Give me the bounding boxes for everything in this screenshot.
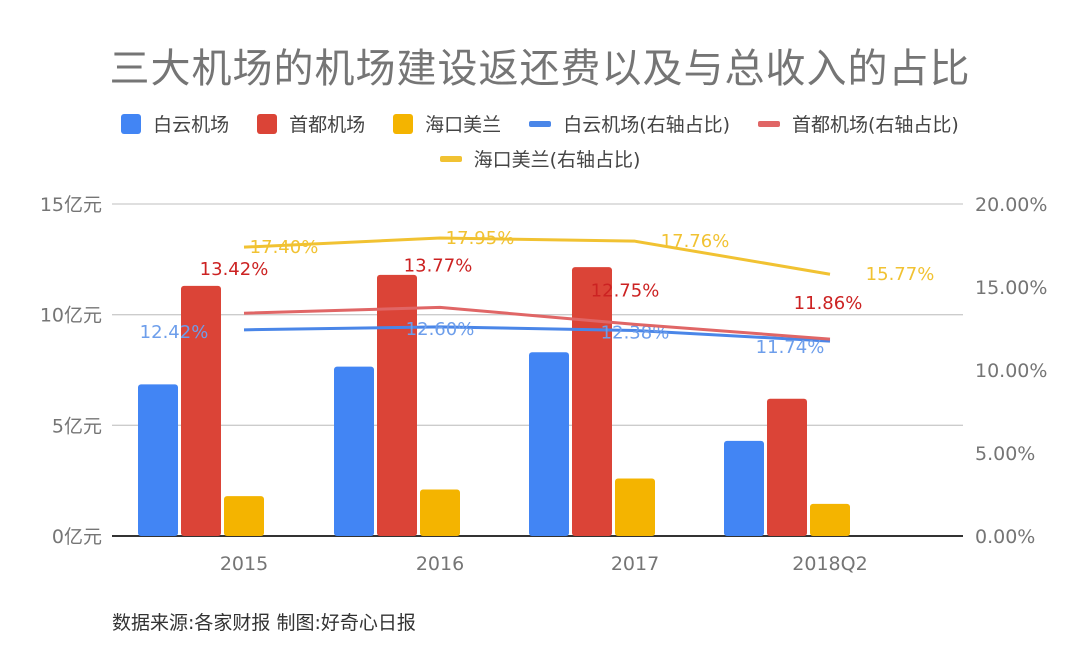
- legend-label: 海口美兰: [425, 114, 502, 136]
- legend-item-baiyun[interactable]: 白云机场: [121, 110, 229, 137]
- data-label-首都机场(右轴占比): 13.42%: [200, 259, 269, 280]
- line-首都机场(右轴占比): [243, 305, 831, 341]
- legend-item-meilan-ratio[interactable]: 海口美兰(右轴占比): [439, 145, 641, 172]
- bar-白云机场-2018Q2: [724, 440, 764, 536]
- y-tick-label-right: 15.00%: [975, 277, 1047, 299]
- x-tick-label: 2017: [611, 553, 659, 575]
- data-label-首都机场(右轴占比): 13.77%: [404, 255, 473, 276]
- legend-row-2: 海口美兰(右轴占比): [0, 145, 1080, 172]
- data-label-白云机场(右轴占比): 11.74%: [756, 337, 825, 358]
- data-label-首都机场(右轴占比): 11.86%: [794, 293, 863, 314]
- source-footer: 数据来源:各家财报 制图:好奇心日报: [112, 612, 416, 634]
- data-label-海口美兰(右轴占比): 15.77%: [866, 264, 935, 285]
- legend-item-meilan[interactable]: 海口美兰: [393, 110, 501, 137]
- legend-label: 首都机场(右轴占比): [792, 114, 959, 136]
- data-label-海口美兰(右轴占比): 17.40%: [250, 237, 319, 258]
- data-label-首都机场(右轴占比): 12.75%: [591, 280, 660, 301]
- bar-首都机场-2017: [572, 267, 612, 536]
- bar-首都机场-2016: [377, 274, 417, 536]
- legend-line-baiyun-ratio: [529, 120, 552, 127]
- legend-label: 首都机场: [289, 114, 366, 136]
- bar-海口美兰-2017: [615, 478, 655, 536]
- legend-line-meilan-ratio: [439, 155, 462, 162]
- bar-白云机场-2015: [138, 384, 178, 536]
- y-tick-label-right: 10.00%: [975, 360, 1047, 382]
- y-tick-label-left: 0亿元: [52, 526, 102, 548]
- y-tick-label-right: 0.00%: [975, 526, 1035, 548]
- line-海口美兰(右轴占比): [243, 236, 831, 276]
- line-白云机场(右轴占比): [243, 325, 831, 343]
- y-tick-label-right: 20.00%: [975, 194, 1047, 216]
- legend-line-capital-ratio: [758, 120, 781, 127]
- legend-row-1: 白云机场 首都机场 海口美兰 白云机场(右轴占比) 首都机场(右轴占比): [0, 110, 1080, 137]
- x-tick-label: 2016: [416, 553, 464, 575]
- y-tick-label-right: 5.00%: [975, 443, 1035, 465]
- y-tick-label-left: 5亿元: [52, 415, 102, 437]
- x-tick-label: 2018Q2: [792, 553, 867, 575]
- bar-白云机场-2016: [334, 366, 374, 536]
- bar-首都机场-2015: [181, 285, 221, 536]
- chart-title: 三大机场的机场建设返还费以及与总收入的占比: [109, 46, 971, 92]
- bar-首都机场-2018Q2: [767, 398, 807, 536]
- legend-item-baiyun-ratio[interactable]: 白云机场(右轴占比): [529, 110, 730, 137]
- data-label-海口美兰(右轴占比): 17.95%: [446, 228, 515, 249]
- legend-swatch-baiyun: [121, 113, 142, 134]
- legend-label: 白云机场: [153, 114, 230, 136]
- legend-swatch-capital: [257, 113, 278, 134]
- y-tick-label-left: 10亿元: [40, 305, 102, 327]
- bar-海口美兰-2018Q2: [810, 503, 850, 536]
- x-tick-label: 2015: [220, 553, 268, 575]
- legend-swatch-meilan: [393, 113, 414, 134]
- legend-item-capital[interactable]: 首都机场: [257, 110, 365, 137]
- data-label-白云机场(右轴占比): 12.38%: [601, 322, 670, 343]
- bar-白云机场-2017: [529, 352, 569, 536]
- legend-label: 海口美兰(右轴占比): [473, 149, 641, 171]
- data-label-白云机场(右轴占比): 12.60%: [406, 319, 475, 340]
- y-tick-label-left: 15亿元: [40, 194, 102, 216]
- legend-label: 白云机场(右轴占比): [563, 114, 731, 136]
- bar-海口美兰-2016: [420, 489, 460, 536]
- data-label-海口美兰(右轴占比): 17.76%: [661, 231, 730, 252]
- data-label-白云机场(右轴占比): 12.42%: [140, 322, 209, 343]
- legend-item-capital-ratio[interactable]: 首都机场(右轴占比): [758, 110, 959, 137]
- bar-海口美兰-2015: [224, 496, 264, 536]
